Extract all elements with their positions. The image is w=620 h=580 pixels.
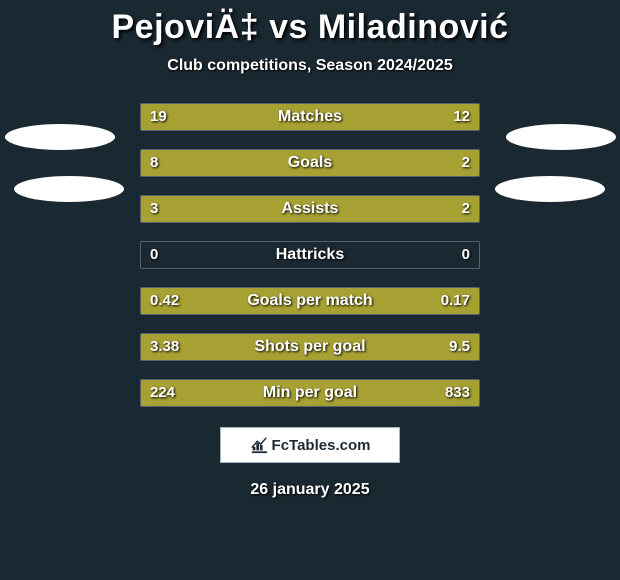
player1-name: PejoviÄ‡	[112, 8, 260, 46]
stat-value-left: 3.38	[150, 333, 179, 361]
vs-separator: vs	[269, 8, 308, 46]
title: PejoviÄ‡ vs Miladinović	[112, 8, 509, 47]
stat-value-right: 0.17	[441, 287, 470, 315]
stat-row: Hattricks0 0	[0, 241, 620, 269]
stat-label: Hattricks	[140, 241, 480, 269]
decorative-ellipse	[5, 124, 115, 150]
stat-row: Goals per match0.42 0.17	[0, 287, 620, 315]
stat-label: Goals per match	[140, 287, 480, 315]
stat-value-left: 19	[150, 103, 167, 131]
player2-name: Miladinović	[318, 8, 509, 46]
stat-label: Min per goal	[140, 379, 480, 407]
stat-row: Goals8 2	[0, 149, 620, 177]
stat-value-left: 224	[150, 379, 175, 407]
stat-value-right: 833	[445, 379, 470, 407]
stat-label: Assists	[140, 195, 480, 223]
source-logo-text: FcTables.com	[272, 437, 371, 454]
stat-value-right: 0	[462, 241, 470, 269]
stat-label: Goals	[140, 149, 480, 177]
date: 26 january 2025	[250, 481, 369, 499]
stat-row: Shots per goal3.38 9.5	[0, 333, 620, 361]
chart-icon	[250, 436, 268, 454]
stat-value-right: 2	[462, 195, 470, 223]
stat-value-right: 2	[462, 149, 470, 177]
subtitle: Club competitions, Season 2024/2025	[167, 57, 452, 75]
stat-rows: Matches1912Goals82Assists32Hattricks00Go…	[0, 103, 620, 407]
decorative-ellipse	[14, 176, 124, 202]
stat-value-right: 9.5	[449, 333, 470, 361]
stat-value-left: 0	[150, 241, 158, 269]
stat-label: Matches	[140, 103, 480, 131]
stat-value-left: 8	[150, 149, 158, 177]
stat-label: Shots per goal	[140, 333, 480, 361]
stat-value-right: 12	[453, 103, 470, 131]
stat-value-left: 3	[150, 195, 158, 223]
source-logo: FcTables.com	[220, 427, 400, 463]
decorative-ellipse	[506, 124, 616, 150]
decorative-ellipse	[495, 176, 605, 202]
comparison-card: PejoviÄ‡ vs Miladinović Club competition…	[0, 0, 620, 580]
stat-value-left: 0.42	[150, 287, 179, 315]
stat-row: Min per goal224 833	[0, 379, 620, 407]
